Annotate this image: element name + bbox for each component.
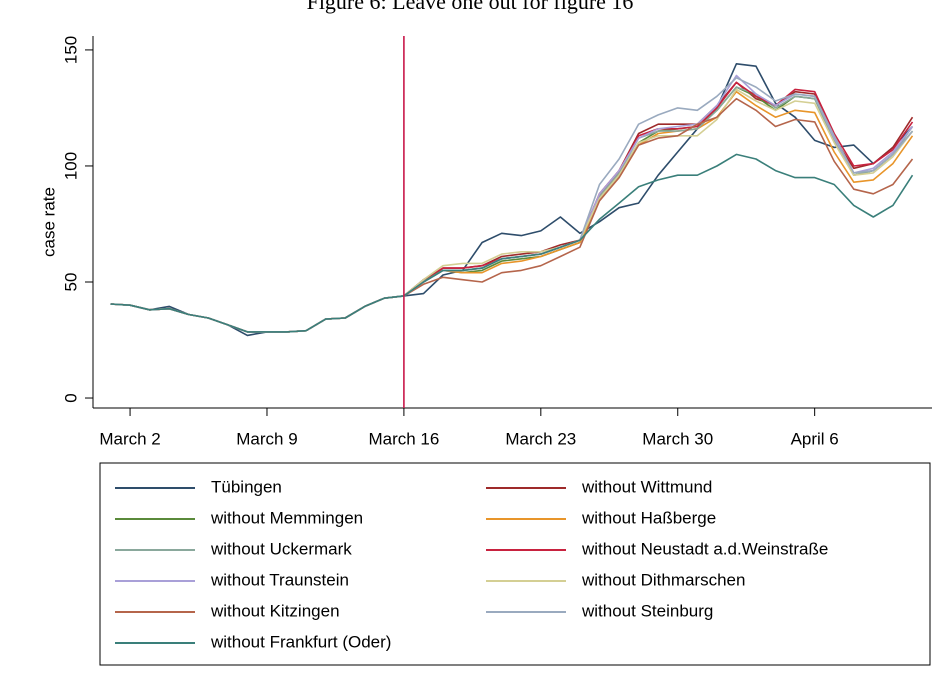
series-line [110, 90, 914, 333]
legend-label: Tübingen [211, 477, 282, 496]
legend-label: without Uckermark [210, 539, 352, 558]
y-tick-label: 150 [61, 36, 80, 64]
x-tick-label: March 23 [505, 429, 576, 448]
series-line [110, 86, 914, 333]
y-axis-label: case rate [39, 187, 58, 257]
legend-label: without Traunstein [210, 570, 349, 589]
x-tick-label: March 2 [99, 429, 160, 448]
series-line [110, 97, 914, 333]
x-tick-label: March 9 [236, 429, 297, 448]
x-tick-label: March 16 [368, 429, 439, 448]
legend-label: without Steinburg [581, 601, 713, 620]
legend-label: without Kitzingen [210, 601, 340, 620]
y-tick-label: 50 [61, 273, 80, 292]
y-tick-label: 100 [61, 152, 80, 180]
series-line [110, 63, 914, 337]
legend-label: without Neustadt a.d.Weinstraße [581, 539, 828, 558]
legend-label: without Haßberge [581, 508, 716, 527]
legend-label: without Dithmarschen [581, 570, 745, 589]
legend-label: without Wittmund [581, 477, 712, 496]
legend-label: without Frankfurt (Oder) [210, 632, 391, 651]
series-line [110, 88, 914, 333]
legend-label: without Memmingen [210, 508, 363, 527]
y-tick-label: 0 [61, 393, 80, 402]
series-line [110, 86, 914, 333]
x-tick-label: April 6 [791, 429, 839, 448]
chart-title: Figure 6: Leave one out for figure 16 [307, 0, 634, 14]
legend-box [99, 462, 931, 666]
series-line [110, 153, 914, 333]
x-tick-label: March 30 [642, 429, 713, 448]
series-line [110, 74, 914, 333]
